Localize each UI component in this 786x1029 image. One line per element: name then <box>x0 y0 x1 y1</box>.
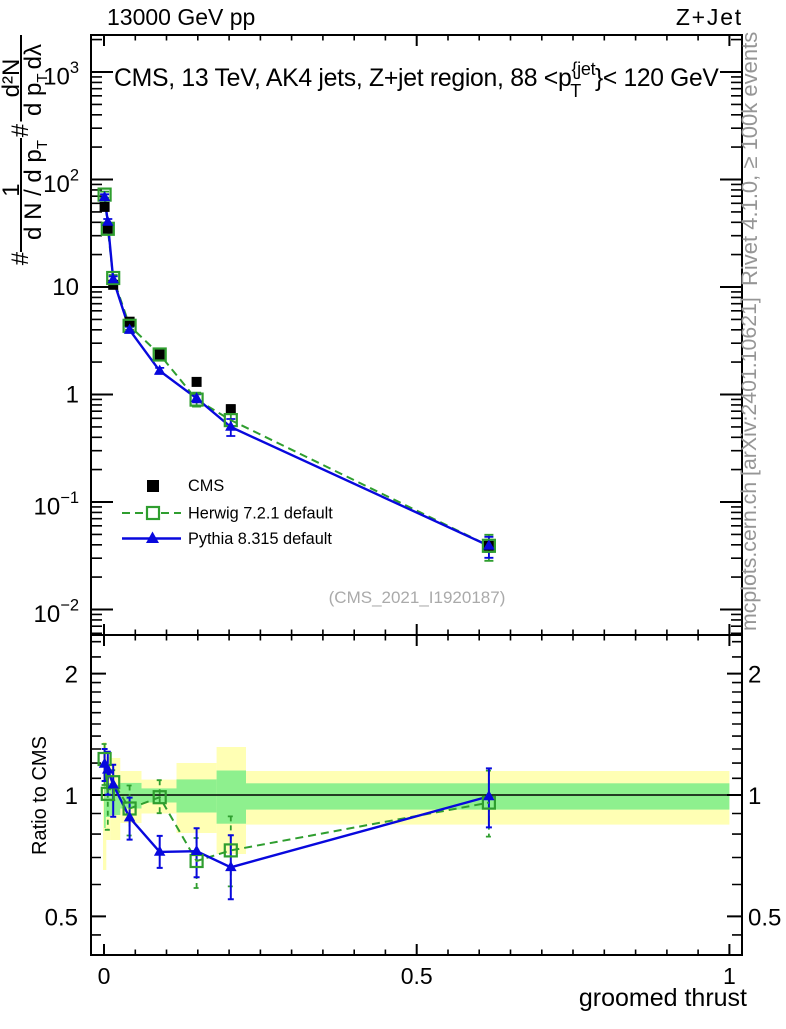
svg-text:1: 1 <box>748 783 761 810</box>
svg-text:d²N: d²N <box>0 59 25 98</box>
svg-text:groomed thrust: groomed thrust <box>579 984 747 1012</box>
svg-text:10−1: 10−1 <box>33 489 79 521</box>
svg-text:2: 2 <box>65 662 78 689</box>
svg-text:CMS: CMS <box>188 477 224 495</box>
svg-text:1: 1 <box>65 783 78 810</box>
svg-text:mcplots.cern.ch [arXiv:2401.10: mcplots.cern.ch [arXiv:2401.10621] <box>737 297 761 631</box>
svg-text:0.5: 0.5 <box>748 904 781 931</box>
svg-text:13000 GeV pp: 13000 GeV pp <box>107 4 255 30</box>
svg-text:0.5: 0.5 <box>401 963 433 989</box>
svg-text:Pythia 8.315 default: Pythia 8.315 default <box>188 530 332 548</box>
svg-text:1: 1 <box>66 381 79 408</box>
svg-text:1: 1 <box>723 963 736 989</box>
svg-text:#: # <box>7 251 34 265</box>
svg-text:d N / d pT: d N / d pT <box>20 140 51 240</box>
svg-text:Z+Jet: Z+Jet <box>676 4 743 30</box>
svg-text:2: 2 <box>748 662 761 689</box>
svg-text:Herwig 7.2.1 default: Herwig 7.2.1 default <box>188 505 333 523</box>
svg-text:1: 1 <box>0 183 25 196</box>
svg-text:0.5: 0.5 <box>45 904 78 931</box>
svg-text:10: 10 <box>52 274 79 301</box>
svg-text:#: # <box>7 123 34 137</box>
svg-text:0: 0 <box>98 963 111 989</box>
svg-text:Ratio to CMS: Ratio to CMS <box>29 736 51 855</box>
svg-text:(CMS_2021_I1920187): (CMS_2021_I1920187) <box>329 588 506 607</box>
svg-text:Rivet 4.1.0, ≥ 100k events: Rivet 4.1.0, ≥ 100k events <box>737 32 762 286</box>
